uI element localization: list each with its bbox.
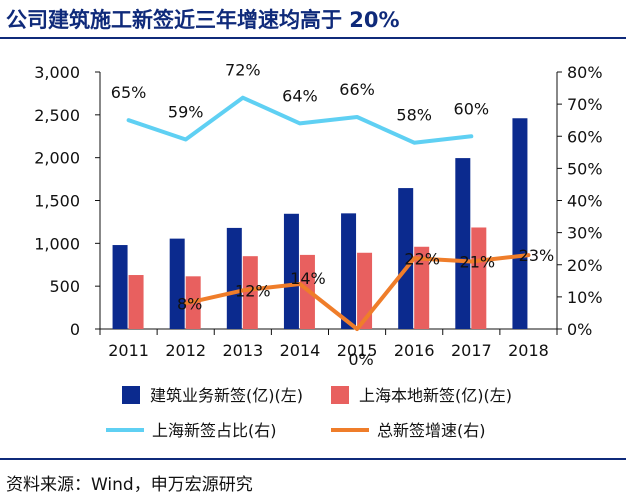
right-axis-tick-label: 40% <box>567 192 603 211</box>
share-data-label: 60% <box>454 99 490 118</box>
bar-shanghai-signing <box>128 275 144 329</box>
legend-item: 上海本地新签(亿)(左) <box>331 386 512 405</box>
page-title: 公司建筑施工新签近三年增速均高于 20% <box>6 8 400 32</box>
x-axis-tick-label: 2017 <box>451 341 492 360</box>
line-total-growth <box>183 253 531 331</box>
legend: 建筑业务新签(亿)(左) 上海本地新签(亿)(左) 上海新签占比(右) 总新签增速(右… <box>106 386 512 440</box>
x-axis-tick-label: 2011 <box>108 341 149 360</box>
line-shanghai-share <box>126 95 474 145</box>
left-axis-tick-label: 2,000 <box>34 149 80 168</box>
bar-shanghai-signing <box>357 252 373 329</box>
left-axis-tick-label: 500 <box>49 277 80 296</box>
x-axis-tick-label: 2013 <box>222 341 263 360</box>
legend-label: 建筑业务新签(亿)(左) <box>150 386 303 405</box>
left-axis-tick-label: 1,000 <box>34 234 80 253</box>
bar-shanghai-signing <box>242 256 258 329</box>
bar-national-signing <box>398 188 414 329</box>
bar-national-signing <box>341 213 357 329</box>
bar-national-signing <box>512 118 528 329</box>
bar-national-signing <box>455 158 471 329</box>
share-data-label: 64% <box>282 86 318 105</box>
bar-shanghai-signing <box>471 227 487 329</box>
share-data-label: 59% <box>168 102 204 121</box>
legend-item: 上海新签占比(右) <box>106 421 277 440</box>
left-axis-tick-label: 0 <box>70 320 80 339</box>
share-data-label: 72% <box>225 61 261 80</box>
legend-label: 上海新签占比(右) <box>152 421 277 440</box>
left-axis-tick-label: 2,500 <box>34 106 80 125</box>
growth-data-label: 12% <box>235 281 271 300</box>
growth-data-label: 23% <box>519 246 555 265</box>
x-axis-tick-label: 2014 <box>280 341 321 360</box>
growth-data-label: 21% <box>460 253 496 272</box>
right-axis-tick-label: 50% <box>567 159 603 178</box>
growth-data-label: 0% <box>348 350 373 369</box>
growth-data-label: 22% <box>404 249 440 268</box>
legend-swatch <box>331 386 349 404</box>
growth-data-label: 8% <box>177 294 202 313</box>
share-data-label: 65% <box>111 83 147 102</box>
left-axis-tick-label: 3,000 <box>34 63 80 82</box>
x-axis-tick-label: 2012 <box>165 341 206 360</box>
legend-label: 上海本地新签(亿)(左) <box>359 386 512 405</box>
x-axis-tick-label: 2016 <box>394 341 435 360</box>
bar-national-signing <box>112 245 128 329</box>
title-divider <box>0 37 626 39</box>
legend-label: 总新签增速(右) <box>377 421 486 440</box>
x-axis-tick-label: 2018 <box>508 341 549 360</box>
source-note: 资料来源：Wind，申万宏源研究 <box>6 475 253 495</box>
share-data-label: 58% <box>396 106 432 125</box>
bar-national-signing <box>283 213 299 329</box>
bars <box>112 118 528 329</box>
bar-line-chart: 0 500 1,000 1,500 2,000 2,500 3,000 0% 10% 20% 30%… <box>34 61 603 440</box>
bar-national-signing <box>226 227 242 329</box>
right-axis-tick-label: 30% <box>567 224 603 243</box>
data-labels: 65% 59% 72% 64% 66% 58% 60% 8% 12% 14% 0% 22% 21% 23% <box>111 61 554 369</box>
right-axis-tick-label: 20% <box>567 256 603 275</box>
right-axis-tick-label: 70% <box>567 95 603 114</box>
x-axis-tick-label: 2015 <box>337 341 378 360</box>
right-axis-tick-label: 60% <box>567 127 603 146</box>
bar-shanghai-signing <box>414 246 430 329</box>
source-divider <box>0 458 626 460</box>
legend-item: 总新签增速(右) <box>331 421 486 440</box>
right-axis-tick-label: 0% <box>567 320 592 339</box>
bar-national-signing <box>169 238 185 329</box>
share-data-label: 66% <box>339 80 375 99</box>
legend-item: 建筑业务新签(亿)(左) <box>122 386 303 405</box>
growth-data-label: 14% <box>290 269 326 288</box>
lines <box>126 95 531 331</box>
left-axis-tick-label: 1,500 <box>34 192 80 211</box>
right-axis-tick-label: 10% <box>567 288 603 307</box>
right-axis-tick-label: 80% <box>567 63 603 82</box>
legend-swatch <box>122 386 140 404</box>
